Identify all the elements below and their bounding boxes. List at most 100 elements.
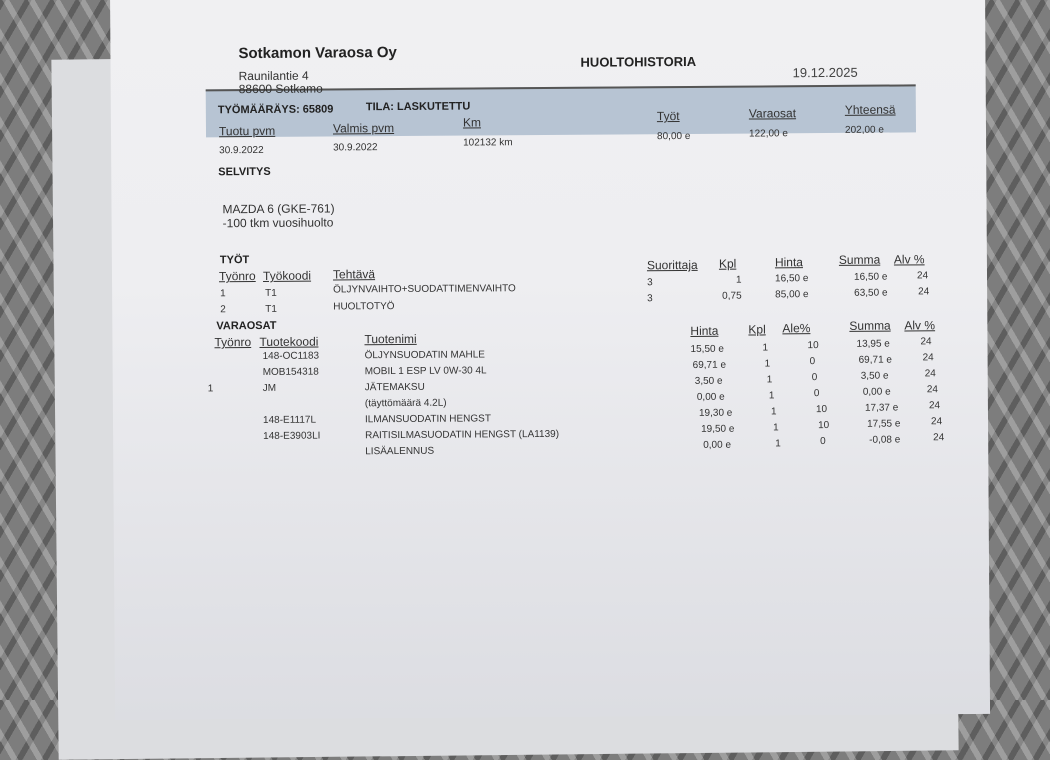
varaosat-label: VARAOSAT — [216, 319, 277, 333]
selvitys-line: -100 tkm vuosihuolto — [222, 215, 334, 231]
cell-tyonro: 1 — [207, 383, 214, 395]
cell-kpl: 1 — [736, 274, 742, 286]
varaosat-header-tuotekoodi: Tuotekoodi — [259, 334, 319, 349]
header-yhteensa: Yhteensä — [844, 102, 896, 117]
cell-summa: 3,50 e — [860, 370, 889, 382]
cell-tuotekoodi: JM — [262, 382, 277, 394]
cell-ale: 0 — [809, 356, 816, 368]
varaosat-header-ale: Ale% — [782, 321, 811, 336]
cell-summa: 69,71 e — [858, 354, 893, 366]
cell-ale: 10 — [815, 404, 828, 416]
company-name: Sotkamon Varaosa Oy — [238, 43, 397, 63]
cell-hinta: 15,50 e — [690, 343, 724, 355]
cell-tuotenimi: ÖLJYNSUODATIN MAHLE — [364, 349, 485, 362]
cell-kpl: 1 — [768, 389, 775, 401]
cell-summa: 13,95 e — [856, 338, 890, 350]
value-varaosat: 122,00 e — [748, 128, 788, 140]
varaosat-header-tyonro: Työnro — [214, 335, 252, 350]
selvitys-label: SELVITYS — [218, 165, 271, 179]
header-tuotu-pvm: Tuotu pvm — [218, 123, 276, 139]
tyot-header-kpl: Kpl — [718, 256, 737, 271]
cell-hinta: 3,50 e — [694, 375, 723, 387]
cell-summa: 17,37 e — [864, 402, 899, 414]
cell-alv: 24 — [933, 432, 945, 444]
cell-ale: 10 — [807, 340, 819, 352]
cell-hinta: 0,00 e — [703, 439, 732, 451]
cell-alv: 24 — [920, 336, 932, 348]
cell-hinta: 69,71 e — [692, 359, 727, 371]
cell-tuotekoodi: 148-E3903LI — [263, 430, 321, 442]
cell-kpl: 1 — [770, 405, 777, 417]
cell-summa: -0,08 e — [869, 433, 901, 446]
varaosat-header-alv: Alv % — [904, 318, 936, 333]
cell-tuotekoodi: 148-OC1183 — [262, 350, 320, 362]
tyot-header-summa: Summa — [838, 252, 881, 267]
document-title: HUOLTOHISTORIA — [580, 53, 697, 70]
cell-summa: 63,50 e — [854, 287, 888, 299]
cell-ale: 0 — [820, 436, 826, 448]
cell-alv: 24 — [922, 352, 934, 364]
cell-tuotenimi: (täyttömäärä 4.2L) — [364, 397, 447, 410]
cell-tehtava: HUOLTOTYÖ — [333, 301, 395, 313]
tyot-header-tehtava: Tehtävä — [332, 267, 376, 282]
varaosat-header-kpl: Kpl — [748, 322, 766, 337]
cell-tyonro: 2 — [220, 304, 226, 316]
company-city: 88600 Sotkamo — [238, 81, 323, 97]
value-tuotu-pvm: 30.9.2022 — [219, 144, 264, 157]
header-varaosat: Varaosat — [748, 106, 797, 121]
tyot-header-tyonro: Työnro — [218, 268, 256, 284]
cell-kpl: 1 — [766, 373, 773, 385]
cell-suorittaja: 3 — [647, 293, 653, 305]
header-km: Km — [462, 115, 481, 130]
cell-kpl: 1 — [775, 437, 781, 449]
tyot-header-suorittaja: Suorittaja — [646, 257, 698, 273]
varaosat-header-hinta: Hinta — [690, 323, 719, 338]
selvitys-line: MAZDA 6 (GKE-761) — [222, 201, 335, 217]
document-page: Sotkamon Varaosa Oy Raunilantie 4 88600 … — [110, 0, 991, 720]
cell-tuotenimi: LISÄALENNUS — [365, 445, 435, 458]
cell-tehtava: ÖLJYNVAIHTO+SUODATTIMENVAIHTO — [333, 283, 516, 296]
cell-hinta: 16,50 e — [774, 273, 809, 285]
cell-tuotekoodi: 148-E1117L — [262, 414, 317, 426]
cell-alv: 24 — [930, 416, 943, 428]
cell-summa: 0,00 e — [862, 386, 891, 398]
cell-tuotenimi: JÄTEMAKSU — [364, 381, 425, 394]
cell-tuotenimi: ILMANSUODATIN HENGST — [364, 413, 491, 426]
cell-alv: 24 — [924, 368, 936, 380]
varaosat-header-tuotenimi: Tuotenimi — [364, 331, 417, 347]
cell-summa: 16,50 e — [853, 271, 888, 283]
cell-tyokoodi: T1 — [265, 303, 277, 315]
cell-alv: 24 — [926, 384, 938, 396]
value-tyot: 80,00 e — [656, 130, 691, 143]
cell-alv: 24 — [916, 270, 929, 282]
cell-hinta: 0,00 e — [696, 391, 725, 403]
cell-hinta: 19,50 e — [701, 423, 735, 435]
cell-tuotenimi: MOBIL 1 ESP LV 0W-30 4L — [364, 365, 487, 378]
cell-hinta: 19,30 e — [698, 407, 733, 419]
cell-tuotenimi: RAITISILMASUODATIN HENGST (LA1139) — [365, 428, 560, 442]
cell-tuotekoodi: MOB154318 — [262, 366, 319, 378]
varaosat-header-summa: Summa — [849, 318, 891, 333]
cell-summa: 17,55 e — [867, 417, 901, 430]
tyot-header-tyokoodi: Työkoodi — [262, 268, 312, 283]
header-tyot: Työt — [656, 109, 680, 124]
value-valmis-pvm: 30.9.2022 — [333, 142, 378, 154]
document-date: 19.12.2025 — [792, 64, 858, 81]
cell-ale: 10 — [818, 419, 830, 432]
cell-hinta: 85,00 e — [775, 289, 809, 301]
header-valmis-pvm: Valmis pvm — [332, 121, 395, 136]
order-number: TYÖMÄÄRÄYS: 65809 — [217, 103, 334, 117]
cell-tyonro: 1 — [220, 288, 226, 300]
cell-kpl: 0,75 — [722, 290, 742, 302]
cell-tyokoodi: T1 — [265, 287, 277, 299]
cell-ale: 0 — [813, 388, 820, 400]
cell-ale: 0 — [811, 372, 818, 384]
cell-kpl: 1 — [773, 421, 779, 433]
cell-alv: 24 — [918, 286, 930, 298]
order-status: TILA: LASKUTETTU — [365, 100, 471, 114]
cell-kpl: 1 — [762, 341, 769, 353]
tyot-header-hinta: Hinta — [774, 255, 803, 270]
cell-alv: 24 — [928, 400, 941, 412]
tyot-label: TYÖT — [219, 254, 250, 267]
tyot-header-alv: Alv % — [893, 252, 925, 267]
